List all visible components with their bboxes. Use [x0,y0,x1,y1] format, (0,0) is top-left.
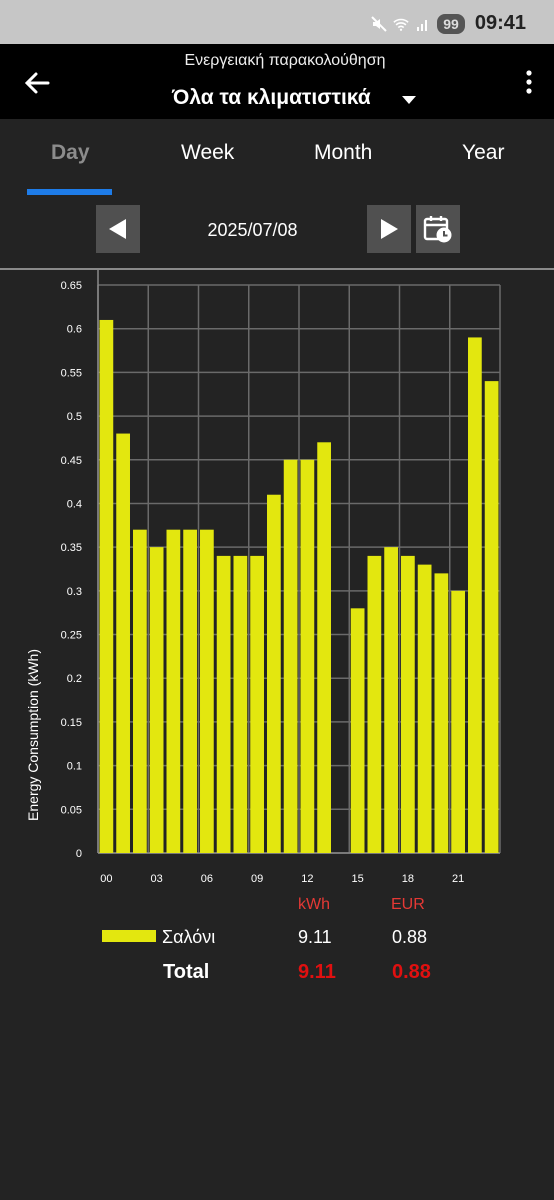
dropdown-caret-icon[interactable] [402,92,416,104]
bar-hour-18[interactable] [401,555,415,853]
legend-item-name: Σαλόνι [162,927,216,947]
x-tick-label: 18 [402,873,414,885]
y-tick-label: 0.4 [67,498,82,510]
bar-hour-09[interactable] [250,555,264,853]
bar-hour-23[interactable] [484,381,499,853]
y-tick-label: 0.3 [67,586,82,598]
bar-hour-00[interactable] [99,319,114,853]
triangle-left-icon [109,219,126,239]
bar-hour-22[interactable] [468,337,482,853]
bar-hour-07[interactable] [216,555,231,853]
back-arrow-icon[interactable] [20,66,54,100]
tab-year[interactable]: Year [462,141,505,164]
x-tick-label: 09 [251,873,263,885]
y-tick-label: 0.2 [67,673,82,685]
kwh-column-header: kWh [298,896,330,913]
bar-hour-12[interactable] [300,459,315,853]
y-tick-label: 0.65 [61,280,82,292]
x-tick-label: 12 [301,873,313,885]
tab-week[interactable]: Week [181,141,235,164]
legend-item-kwh: 9.11 [298,927,332,947]
status-time: 09:41 [474,12,526,34]
y-axis-label: Energy Consumption (kWh) [25,649,41,821]
y-tick-label: 0.25 [61,630,82,642]
period-tabs: Day Week Month Year [0,119,554,196]
x-tick-label: 06 [201,873,213,885]
more-vert-icon[interactable] [521,68,537,96]
app-bar: Ενεργειακή παρακολούθηση Όλα τα κλιματισ… [0,44,554,119]
x-tick-label: 21 [452,873,464,885]
status-bar: 99 09:41 [0,0,554,44]
previous-day-button[interactable] [96,205,140,253]
bar-hour-15[interactable] [350,608,365,853]
calendar-clock-icon [423,216,452,243]
signal-icon [415,16,431,32]
bar-hour-11[interactable] [283,459,298,853]
y-tick-label: 0.15 [61,717,82,729]
y-tick-label: 0.5 [67,411,82,423]
total-kwh: 9.11 [298,961,336,983]
wifi-icon [393,16,409,32]
energy-bar-chart: 0 0.05 0.1 0.15 0.2 0.25 0.3 0.35 0.4 0.45 0.5 0.55… [25,270,501,885]
device-selector-title[interactable]: Όλα τα κλιματιστικά [172,86,371,109]
app-subtitle: Ενεργειακή παρακολούθηση [184,52,386,69]
tab-month[interactable]: Month [314,141,373,164]
y-tick-label: 0.35 [61,542,82,554]
bar-hour-17[interactable] [384,547,398,853]
bar-hour-19[interactable] [417,564,432,853]
total-label: Total [163,961,210,983]
date-navigation: 2025/07/08 [0,196,554,268]
bar-hour-20[interactable] [434,573,449,853]
tab-day[interactable]: Day [51,141,90,164]
separator [0,268,554,270]
x-tick-label: 00 [100,873,112,885]
y-tick-label: 0.1 [67,761,82,773]
legend-swatch [102,930,156,942]
x-tick-label: 03 [151,873,163,885]
x-tick-label: 15 [352,873,364,885]
calendar-button[interactable] [416,205,460,253]
y-tick-label: 0.55 [61,367,82,379]
battery-badge: 99 [437,13,465,34]
y-tick-label: 0.45 [61,455,82,467]
legend-item-eur: 0.88 [392,927,428,947]
eur-column-header: EUR [391,896,425,913]
bar-hour-13[interactable] [317,442,331,853]
bar-hour-01[interactable] [116,433,130,853]
bar-hour-03[interactable] [149,547,164,853]
bar-hour-10[interactable] [267,494,281,853]
bar-hour-16[interactable] [367,555,382,853]
tab-indicator [27,189,112,195]
y-tick-label: 0 [76,848,82,860]
total-eur: 0.88 [392,961,431,983]
bar-hour-06[interactable] [200,529,214,853]
bar-hour-08[interactable] [233,555,248,853]
mute-icon [371,15,387,32]
bar-hour-04[interactable] [166,529,181,853]
date-label: 2025/07/08 [207,220,298,240]
bar-hour-05[interactable] [183,529,197,853]
y-tick-label: 0.05 [61,804,82,816]
y-tick-label: 0.6 [67,324,82,336]
bar-hour-02[interactable] [133,529,147,853]
next-day-button[interactable] [367,205,411,253]
triangle-right-icon [381,219,398,239]
bar-hour-21[interactable] [451,590,465,853]
